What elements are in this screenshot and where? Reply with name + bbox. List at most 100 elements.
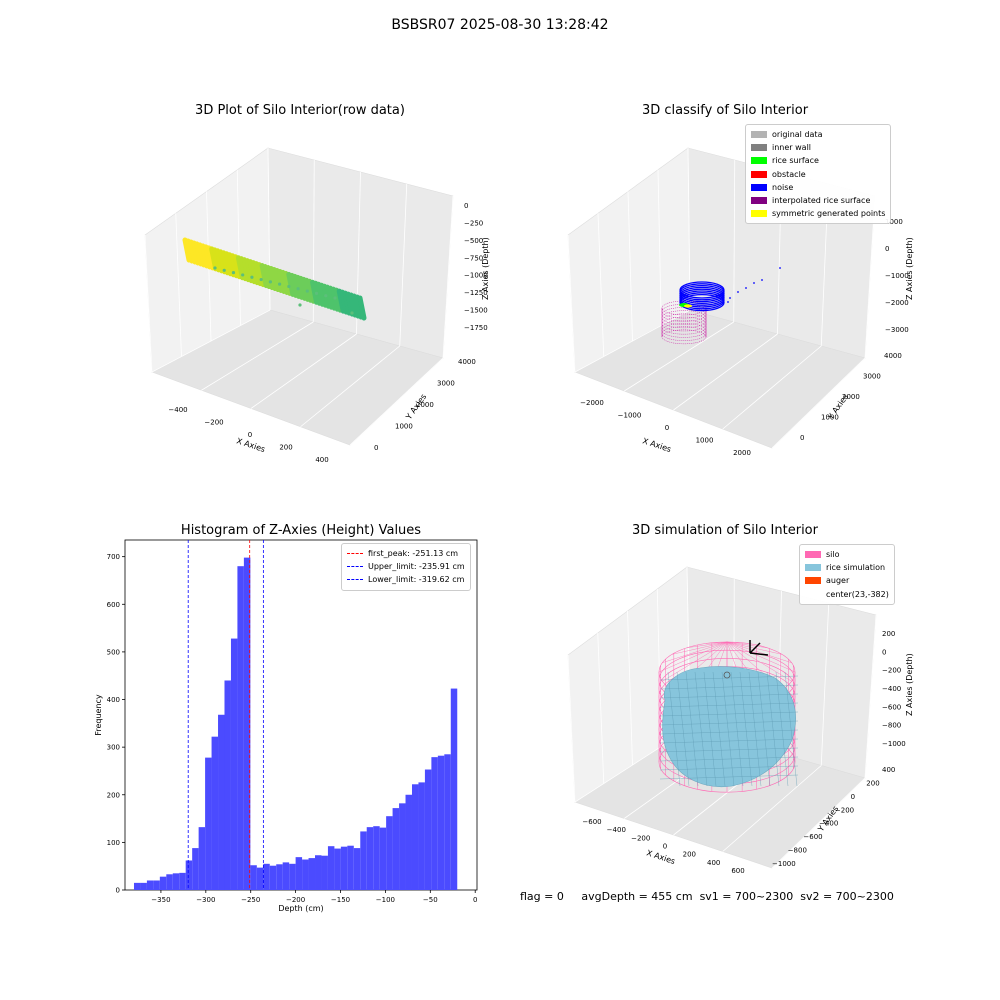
grid-line (722, 345, 822, 430)
data-point (268, 280, 272, 284)
rice-mesh-line (659, 675, 799, 681)
legend-item: interpolated rice surface (751, 194, 885, 207)
y-tick-label: 400 (107, 696, 120, 704)
scan-arc (274, 267, 284, 293)
data-point (213, 266, 217, 270)
panel2-xtick: 1000 (696, 437, 714, 445)
grid-line (144, 234, 153, 373)
panel2-legend: original data inner wall rice surface ob… (745, 124, 892, 225)
panel2-xtick: −2000 (580, 399, 604, 407)
histogram-bar (179, 872, 186, 890)
panel4-ztick: 0 (882, 648, 886, 656)
panel4-zlabel: Z Axies (Depth) (905, 653, 914, 716)
y-tick-label: 200 (107, 791, 120, 799)
panel1-ytick: 4000 (458, 358, 476, 366)
grid-line (597, 213, 605, 357)
histogram-bar (431, 757, 438, 890)
sv1-text: sv1 = 700~2300 (699, 890, 794, 903)
scan-arc (307, 278, 317, 304)
panel2-ytick: 2000 (842, 393, 860, 401)
data-point (278, 282, 282, 286)
symmetric-point (684, 304, 692, 308)
scan-arc (203, 244, 213, 270)
scan-arc (348, 292, 358, 318)
panel1-grid (144, 147, 454, 446)
noise-point (779, 267, 781, 269)
panel2-plot: −2000 −1000 0 1000 2000 0 1000 2000 3000 4000 1000… (567, 147, 914, 457)
data-point (296, 287, 300, 291)
legend-swatch (751, 170, 767, 178)
noise-point (729, 297, 731, 299)
panel1-ztick: 0 (464, 202, 468, 210)
scan-arc (283, 270, 293, 296)
scan-arc (241, 257, 251, 283)
legend-swatch (751, 131, 767, 139)
histogram-bar (153, 880, 160, 890)
silo-roof-line (662, 641, 728, 663)
histogram-bar (133, 882, 141, 890)
panel2-points (661, 267, 781, 345)
histogram-bar (302, 859, 309, 890)
histogram-bar (340, 846, 348, 890)
silo-roof-line (726, 641, 792, 682)
rice-mesh-line (659, 756, 799, 762)
grid-line (657, 169, 662, 326)
scan-arc (259, 263, 269, 289)
silo-roof-line (726, 641, 792, 663)
legend-item: inner wall (751, 141, 885, 154)
silo-roof-line (726, 641, 767, 648)
grid-line (673, 333, 778, 411)
histogram-bar (205, 757, 212, 890)
scan-arc (188, 239, 198, 265)
data-point (298, 303, 302, 307)
rice-mesh-line (659, 738, 799, 744)
histogram-bar (237, 566, 244, 890)
legend-swatch (347, 553, 363, 555)
scan-arc (256, 262, 266, 288)
histogram-legend: first_peak: -251.13 cm Upper_limit: -235… (341, 543, 471, 591)
panel4-ticks: −600−400−2000200400600−1000−800−600−400−… (582, 630, 905, 875)
silo-roof-line (662, 641, 728, 682)
panel4-ztick: −1000 (882, 740, 906, 748)
scan-arc (342, 290, 352, 316)
rice-simulation-surface (659, 666, 799, 788)
scan-arc (265, 265, 275, 291)
grid-line (627, 610, 633, 766)
data-point (259, 277, 263, 282)
panel1-ticks: −400−2000200400010002000300040000−250−50… (168, 202, 487, 464)
grid-line (300, 345, 401, 428)
histogram-bar (315, 855, 322, 890)
center-marker (723, 671, 731, 679)
scan-arc (247, 259, 257, 285)
grid-line (627, 191, 633, 342)
rice-mesh-line (659, 774, 799, 780)
sv2-text: sv2 = 700~2300 (800, 890, 894, 903)
histogram-bar (230, 638, 238, 890)
noise-point (727, 301, 729, 303)
scan-arc (191, 240, 201, 266)
legend-item: auger (805, 574, 889, 587)
y-tick-label: 500 (107, 648, 120, 656)
legend-label: auger (826, 576, 850, 586)
grid-line (574, 309, 691, 373)
scan-arc (315, 281, 325, 307)
panel1-zlabel: Z Axies (Depth) (481, 237, 490, 300)
legend-label: inner wall (772, 143, 812, 153)
histogram-bar (243, 557, 251, 890)
panel1-ztick: −250 (464, 219, 483, 227)
scan-arc (280, 269, 290, 295)
histogram-plot: −350 −300 −250 −200 −150 −100 −50 0 0 100 200 300 40… (94, 539, 477, 913)
histogram-bar (269, 865, 277, 890)
panel4-xtick: −400 (607, 826, 626, 834)
scan-arc (253, 261, 263, 287)
x-tick-label: −100 (376, 896, 395, 904)
rice-mesh-line (659, 702, 799, 708)
histogram-bar (444, 754, 451, 890)
panel4-legend: silo rice simulation auger center(23,-38… (799, 544, 895, 605)
flag-text: flag = 0 (520, 890, 564, 903)
noise-point (753, 282, 755, 284)
grid-line (567, 654, 576, 803)
histogram-bar (347, 845, 354, 890)
scan-arc (357, 295, 367, 321)
scan-arc (351, 293, 361, 319)
